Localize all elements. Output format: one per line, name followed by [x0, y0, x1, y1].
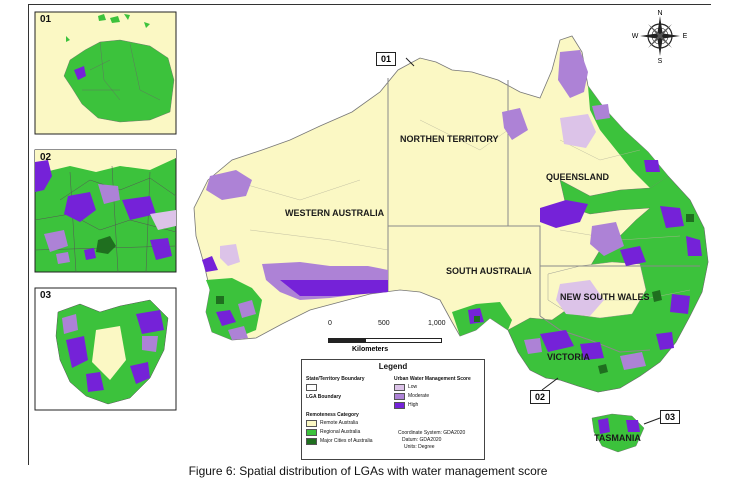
legend-swatch-high: [394, 402, 405, 409]
state-label-wa: WESTERN AUSTRALIA: [285, 208, 385, 218]
legend-title: Legend: [378, 362, 408, 371]
state-label-qld: QUEENSLAND: [546, 172, 610, 182]
inset-03-label: 03: [40, 290, 52, 301]
compass-rose-icon: N S E W: [632, 10, 688, 64]
legend-label-major: Major Cities of Australia: [320, 438, 373, 444]
compass-e: E: [683, 33, 688, 40]
figure-frame: [28, 4, 711, 465]
scale-unit: Kilometers: [352, 346, 389, 353]
legend-remoteness-heading: Remoteness Category: [306, 412, 359, 418]
legend-boundary-swatch: [306, 384, 317, 391]
inset-03: [34, 287, 177, 411]
scale-tick-500: 500: [378, 320, 390, 327]
callout-02: 02: [530, 390, 551, 404]
legend-label-moderate: Moderate: [408, 393, 430, 399]
state-label-nt: NORTHEN TERRITORY: [400, 134, 499, 144]
callout-01: 01: [376, 52, 397, 66]
inset-02-label: 02: [40, 152, 52, 163]
inset-01-label: 01: [40, 14, 52, 25]
legend-label-high: High: [408, 402, 419, 408]
legend-label-regional: Regional Australia: [320, 429, 361, 435]
inset-01: [34, 11, 177, 135]
scale-tick-0: 0: [328, 320, 332, 327]
legend-score-heading: Urban Water Management Score: [394, 376, 471, 382]
state-label-nsw: NEW SOUTH WALES: [560, 292, 650, 302]
compass-n: N: [657, 10, 662, 17]
legend-crs: Coordinate System: GDA2020: [398, 430, 466, 436]
figure-caption: Figure 6: Spatial distribution of LGAs w…: [188, 464, 548, 478]
scale-bar-graphic: [328, 338, 442, 343]
legend-swatch-moderate: [394, 393, 405, 400]
map-canvas: [34, 11, 709, 453]
compass-s: S: [658, 58, 663, 64]
legend-datum: Datum: GDA2020: [402, 437, 442, 443]
legend: Legend State/Territory Boundary LGA Boun…: [301, 359, 485, 460]
state-label-tas: TASMANIA: [594, 433, 641, 443]
callout-03: 03: [660, 410, 681, 424]
legend-swatch-remote: [306, 420, 317, 427]
legend-lga-heading: LGA Boundary: [306, 394, 342, 400]
compass-w: W: [632, 33, 639, 40]
state-label-sa: SOUTH AUSTRALIA: [446, 266, 532, 276]
legend-label-low: Low: [408, 384, 418, 390]
legend-swatch-regional: [306, 429, 317, 436]
state-label-vic: VICTORIA: [547, 352, 590, 362]
legend-label-remote: Remote Australia: [320, 420, 359, 426]
inset-02: [34, 149, 177, 273]
legend-swatch-major: [306, 438, 317, 445]
scale-tick-1000: 1,000: [428, 320, 446, 327]
legend-swatch-low: [394, 384, 405, 391]
australia-map: [193, 35, 709, 453]
legend-boundary-heading: State/Territory Boundary: [306, 376, 365, 382]
scale-bar: 0 500 1,000 Kilometers: [328, 320, 448, 354]
legend-units: Units: Degree: [404, 444, 435, 450]
